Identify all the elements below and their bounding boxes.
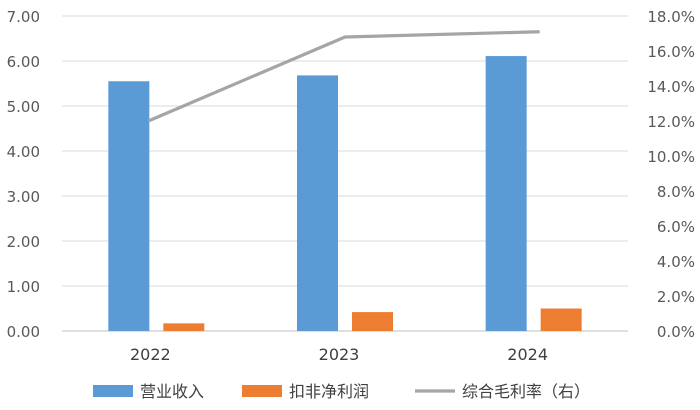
right-tick-label: 0.0% [657,323,695,341]
gross-margin-line [147,30,540,123]
gridlines [62,15,628,332]
bar-net-profit [540,308,582,331]
left-tick-label: 5.00 [7,98,40,116]
legend-swatch [93,385,133,397]
bar-revenue [108,81,150,331]
bar-net-profit [163,323,205,331]
x-tick-label: 2024 [507,345,548,364]
right-tick-label: 14.0% [647,78,695,96]
legend-label: 扣非净利润 [289,382,369,401]
legend-label: 综合毛利率（右） [462,382,590,401]
right-tick-label: 4.0% [657,253,695,271]
bar-group [108,56,582,332]
x-axis: 2022 2023 2024 [130,345,548,364]
left-axis: 0.00 1.00 2.00 3.00 4.00 5.00 6.00 7.00 [7,8,40,341]
right-tick-label: 6.0% [657,218,695,236]
left-tick-label: 0.00 [7,323,40,341]
right-tick-label: 2.0% [657,288,695,306]
legend-swatch [242,385,282,397]
left-tick-label: 3.00 [7,188,40,206]
right-tick-label: 16.0% [647,43,695,61]
bar-revenue [297,75,338,332]
left-tick-label: 4.00 [7,143,40,161]
bar-revenue [485,56,527,332]
right-axis: 0.0% 2.0% 4.0% 6.0% 8.0% 10.0% 12.0% 14.0% 16.0%… [647,8,695,341]
x-tick-label: 2023 [319,345,360,364]
line-group [147,30,540,123]
left-tick-label: 6.00 [7,53,40,71]
left-tick-label: 1.00 [7,278,40,296]
right-tick-label: 8.0% [657,183,695,201]
bar-net-profit [352,312,393,331]
legend: 营业收入 扣非净利润 综合毛利率（右） [93,382,590,401]
right-tick-label: 10.0% [647,148,695,166]
right-tick-label: 12.0% [647,113,695,131]
legend-label: 营业收入 [140,382,204,401]
left-tick-label: 7.00 [7,8,40,26]
x-tick-label: 2022 [130,345,171,364]
right-tick-label: 18.0% [647,8,695,26]
left-tick-label: 2.00 [7,233,40,251]
